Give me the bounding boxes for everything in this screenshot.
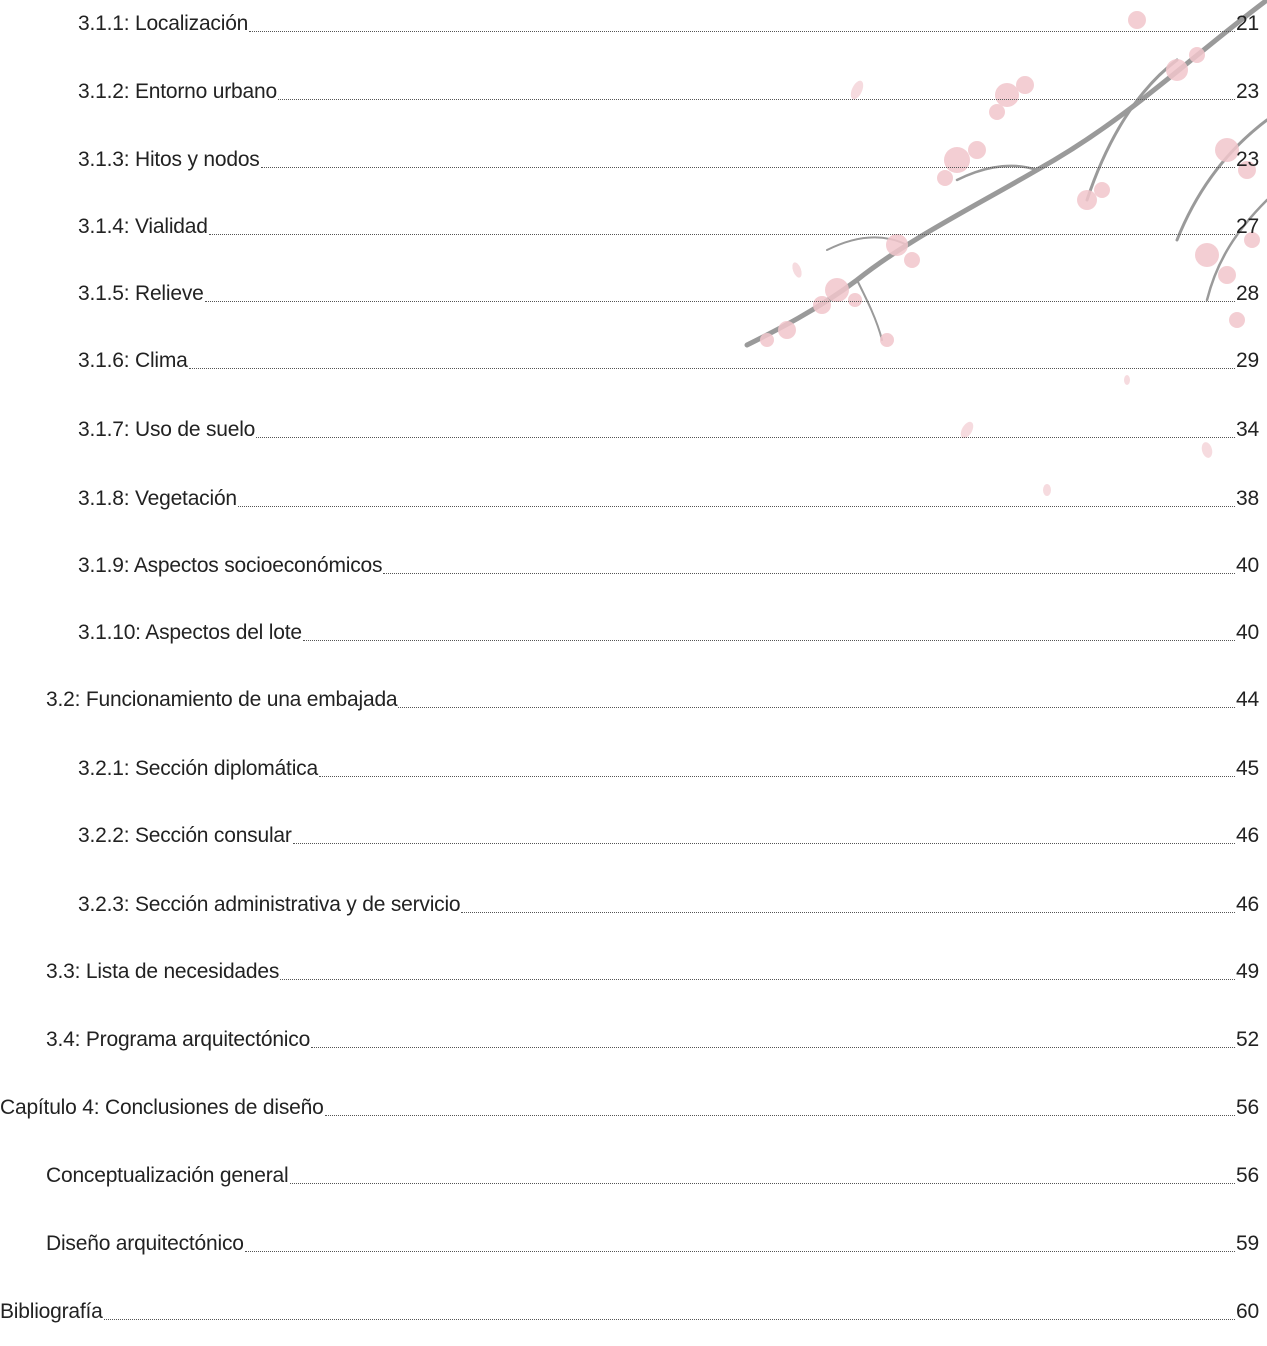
toc-entry-page: 46 (1236, 824, 1259, 847)
toc-entry-label: 3.1.6: Clima (78, 349, 188, 372)
toc-entry[interactable]: 3.1.8: Vegetación 38 (78, 475, 1259, 515)
toc-entry-label: 3.3: Lista de necesidades (46, 960, 280, 983)
toc-entry-page: 56 (1236, 1096, 1259, 1119)
toc-entry-page: 38 (1236, 487, 1259, 510)
toc-entry-label: 3.1.9: Aspectos socioeconómicos (78, 554, 383, 577)
toc-entry[interactable]: 3.1.5: Relieve 28 (78, 270, 1259, 310)
toc-entry-page: 23 (1236, 148, 1259, 171)
toc-entry-label: 3.2.1: Sección diplomática (78, 757, 318, 780)
dot-leader (280, 979, 1236, 980)
dot-leader (103, 1319, 1236, 1320)
toc-entry-page: 45 (1236, 757, 1259, 780)
toc-entry-page: 29 (1236, 349, 1259, 372)
toc-entry-label: Bibliografía (0, 1300, 103, 1323)
toc-entry[interactable]: 3.1.7: Uso de suelo 34 (78, 406, 1259, 446)
dot-leader (260, 167, 1236, 168)
toc-entry-page: 23 (1236, 80, 1259, 103)
toc-entry[interactable]: 3.1.2: Entorno urbano 23 (78, 68, 1259, 108)
dot-leader (204, 301, 1236, 302)
toc-entry-page: 60 (1236, 1300, 1259, 1323)
toc-entry-label: 3.1.8: Vegetación (78, 487, 237, 510)
toc-entry[interactable]: 3.1.3: Hitos y nodos 23 (78, 136, 1259, 176)
toc-entry-page: 46 (1236, 893, 1259, 916)
dot-leader (311, 1047, 1236, 1048)
dot-leader (244, 1251, 1236, 1252)
toc-entry[interactable]: 3.1.9: Aspectos socioeconómicos 40 (78, 542, 1259, 582)
toc-entry-page: 44 (1236, 688, 1259, 711)
toc-entry[interactable]: 3.4: Programa arquitectónico 52 (46, 1016, 1259, 1056)
toc-entry[interactable]: Diseño arquitectónico 59 (46, 1220, 1259, 1260)
toc-entry-page: 27 (1236, 215, 1259, 238)
toc-entry-page: 34 (1236, 418, 1259, 441)
toc-entry-page: 28 (1236, 282, 1259, 305)
toc-entry-page: 40 (1236, 621, 1259, 644)
toc-entry-label: 3.1.5: Relieve (78, 282, 204, 305)
dot-leader (237, 506, 1236, 507)
dot-leader (256, 437, 1236, 438)
toc-entry[interactable]: 3.1.6: Clima 29 (78, 337, 1259, 377)
toc-entry-page: 59 (1236, 1232, 1259, 1255)
toc-entry[interactable]: 3.1.10: Aspectos del lote 40 (78, 609, 1259, 649)
toc-entry-label: 3.1.3: Hitos y nodos (78, 148, 260, 171)
dot-leader (188, 368, 1236, 369)
toc-entry[interactable]: 3.1.1: Localización 21 (78, 0, 1259, 40)
toc-entry[interactable]: Conceptualización general 56 (46, 1152, 1259, 1192)
dot-leader (302, 640, 1236, 641)
toc-entry[interactable]: 3.2.1: Sección diplomática 45 (78, 745, 1259, 785)
dot-leader (324, 1115, 1236, 1116)
toc-entry[interactable]: 3.3: Lista de necesidades 49 (46, 948, 1259, 988)
toc-entry[interactable]: 3.2.3: Sección administrativa y de servi… (78, 881, 1259, 921)
toc-entry-label: 3.1.1: Localización (78, 12, 249, 35)
toc-entry-label: Conceptualización general (46, 1164, 289, 1187)
dot-leader (383, 573, 1236, 574)
toc-entry-label: 3.1.7: Uso de suelo (78, 418, 256, 441)
toc-entry[interactable]: Bibliografía 60 (0, 1288, 1259, 1328)
toc-entry-label: Capítulo 4: Conclusiones de diseño (0, 1096, 324, 1119)
toc-entry-page: 52 (1236, 1028, 1259, 1051)
toc-entry-page: 40 (1236, 554, 1259, 577)
toc-entry[interactable]: 3.2: Funcionamiento de una embajada 44 (46, 676, 1259, 716)
toc-entry-page: 56 (1236, 1164, 1259, 1187)
toc-entry-label: 3.1.2: Entorno urbano (78, 80, 277, 103)
dot-leader (208, 234, 1236, 235)
toc-entry-label: 3.4: Programa arquitectónico (46, 1028, 311, 1051)
toc-entry-label: 3.2: Funcionamiento de una embajada (46, 688, 398, 711)
toc-entry[interactable]: 3.1.4: Vialidad 27 (78, 203, 1259, 243)
toc-entry-label: Diseño arquitectónico (46, 1232, 244, 1255)
dot-leader (398, 707, 1236, 708)
toc-entry-page: 21 (1236, 12, 1259, 35)
toc-entry-label: 3.1.4: Vialidad (78, 215, 208, 238)
dot-leader (289, 1183, 1236, 1184)
dot-leader (249, 31, 1236, 32)
toc-entry-label: 3.2.3: Sección administrativa y de servi… (78, 893, 461, 916)
toc-entry[interactable]: 3.2.2: Sección consular 46 (78, 812, 1259, 852)
toc-entry[interactable]: Capítulo 4: Conclusiones de diseño 56 (0, 1084, 1259, 1124)
dot-leader (318, 776, 1236, 777)
dot-leader (277, 99, 1236, 100)
toc-entry-label: 3.1.10: Aspectos del lote (78, 621, 302, 644)
toc-entry-label: 3.2.2: Sección consular (78, 824, 292, 847)
dot-leader (292, 843, 1236, 844)
toc-entry-page: 49 (1236, 960, 1259, 983)
dot-leader (461, 912, 1236, 913)
